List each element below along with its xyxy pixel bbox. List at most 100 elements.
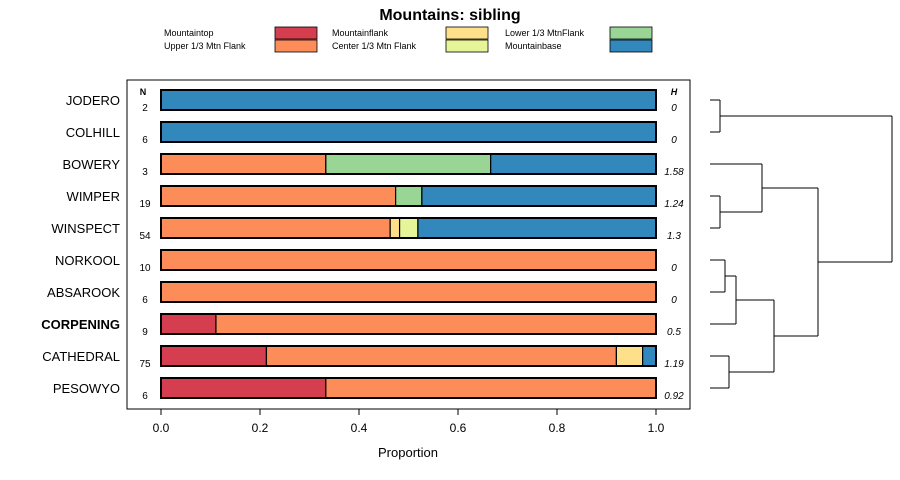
bar-segment-mountainflank xyxy=(389,217,401,239)
dendro-link xyxy=(762,187,819,337)
x-tick-label: 1.0 xyxy=(648,421,665,435)
h-value: 0 xyxy=(671,103,677,114)
h-value: 0 xyxy=(671,135,677,146)
h-value: 1.58 xyxy=(664,167,684,178)
bar-outline xyxy=(160,281,657,303)
row-label: CATHEDRAL xyxy=(42,349,120,364)
n-count: 10 xyxy=(139,263,151,274)
bar-outline xyxy=(160,153,657,175)
bar-segment-upper-1-3-mtn-flank xyxy=(325,377,657,399)
bar-segment-mountainbase xyxy=(421,185,657,207)
n-count: 19 xyxy=(139,199,151,210)
bar-outline xyxy=(160,345,657,367)
h-value: 0.5 xyxy=(667,327,681,338)
legend-swatch-mountainbase xyxy=(609,39,653,53)
row-label: ABSAROOK xyxy=(47,285,120,300)
legend-label-mountainflank: Mountainflank xyxy=(332,28,389,38)
bar-segment-lower-1-3-mtnflank xyxy=(395,185,423,207)
bar-segment-upper-1-3-mtn-flank xyxy=(160,217,391,239)
legend-label-upper-1-3-mtn-flank: Upper 1/3 Mtn Flank xyxy=(164,41,246,51)
bar-segment-mountainflank xyxy=(615,345,644,367)
h-value: 1.19 xyxy=(664,359,684,370)
n-count: 6 xyxy=(142,295,148,306)
bar-segment-upper-1-3-mtn-flank xyxy=(160,153,327,175)
bar-segment-mountaintop xyxy=(160,345,268,367)
bar-outline xyxy=(160,217,657,239)
bar-outline xyxy=(160,313,657,335)
dendro-link xyxy=(710,99,721,133)
legend-label-mountaintop: Mountaintop xyxy=(164,28,214,38)
legend-swatch-upper-1-3-mtn-flank xyxy=(274,39,318,53)
row-label: NORKOOL xyxy=(55,253,120,268)
h-value: 1.3 xyxy=(667,231,681,242)
row-label: CORPENING xyxy=(41,317,120,332)
legend-label-center-1-3-mtn-flank: Center 1/3 Mtn Flank xyxy=(332,41,417,51)
row-wimper: WIMPER 19 1.24 xyxy=(67,185,684,210)
x-tick-label: 0.0 xyxy=(153,421,170,435)
row-bowery: BOWERY 3 1.58 xyxy=(62,153,684,178)
row-absarook: ABSAROOK 6 0 xyxy=(47,281,677,306)
bar-segment-upper-1-3-mtn-flank xyxy=(160,185,397,207)
x-tick-label: 0.6 xyxy=(450,421,467,435)
bar-segment-mountainbase xyxy=(417,217,657,239)
x-axis: 0.0 0.2 0.4 0.6 0.8 1.0 xyxy=(153,409,665,435)
bar-segment-mountainbase xyxy=(160,121,657,143)
row-label: PESOWYO xyxy=(53,381,120,396)
bar-outline xyxy=(160,121,657,143)
bar-segment-center-1-3-mtn-flank xyxy=(398,217,419,239)
h-value: 0 xyxy=(671,263,677,274)
row-label: WINSPECT xyxy=(51,221,120,236)
bar-outline xyxy=(160,377,657,399)
bar-rows: JODERO 2 0 COLHILL 6 0 BOWERY 3 1.58 WIMPER 19 1.24… xyxy=(41,89,684,402)
h-header: H xyxy=(671,87,678,97)
legend: Mountaintop Upper 1/3 Mtn Flank Mountainfl… xyxy=(164,26,653,53)
bar-segment-upper-1-3-mtn-flank xyxy=(215,313,657,335)
n-count: 2 xyxy=(142,103,148,114)
legend-label-lower-1-3-mtnflank: Lower 1/3 MtnFlank xyxy=(505,28,585,38)
bar-outline xyxy=(160,249,657,271)
bar-segment-upper-1-3-mtn-flank xyxy=(160,249,657,271)
chart-title: Mountains: sibling xyxy=(379,7,520,24)
dendro-link xyxy=(720,115,893,263)
bar-segment-lower-1-3-mtnflank xyxy=(325,153,492,175)
n-count: 6 xyxy=(142,391,148,402)
dendro-link xyxy=(710,259,726,293)
n-count: 54 xyxy=(139,231,151,242)
row-corpening: CORPENING 9 0.5 xyxy=(41,313,681,338)
n-count: 75 xyxy=(139,359,151,370)
row-label: JODERO xyxy=(66,93,120,108)
dendrogram xyxy=(710,99,893,389)
bar-outline xyxy=(160,89,657,111)
legend-swatch-center-1-3-mtn-flank xyxy=(445,39,489,53)
row-pesowyo: PESOWYO 6 0.92 xyxy=(53,377,684,402)
row-colhill: COLHILL 6 0 xyxy=(66,121,677,146)
row-winspect: WINSPECT 54 1.3 xyxy=(51,217,681,242)
dendro-link xyxy=(710,355,730,389)
x-axis-label: Proportion xyxy=(378,445,438,460)
n-header: N xyxy=(140,87,147,97)
dendro-link xyxy=(710,163,763,213)
legend-swatch-lower-1-3-mtnflank xyxy=(609,26,653,40)
h-value: 0.92 xyxy=(664,391,684,402)
bar-segment-mountaintop xyxy=(160,377,327,399)
bar-segment-mountainbase xyxy=(160,89,657,111)
row-jodero: JODERO 2 0 xyxy=(66,89,677,114)
dendro-link xyxy=(710,275,737,325)
row-label: WIMPER xyxy=(67,189,120,204)
plot-frame xyxy=(126,79,691,410)
bar-segment-upper-1-3-mtn-flank xyxy=(160,281,657,303)
n-count: 3 xyxy=(142,167,148,178)
h-value: 1.24 xyxy=(664,199,684,210)
n-count: 6 xyxy=(142,135,148,146)
h-value: 0 xyxy=(671,295,677,306)
legend-swatch-mountaintop xyxy=(274,26,318,40)
legend-label-mountainbase: Mountainbase xyxy=(505,41,562,51)
dendro-link xyxy=(710,195,721,229)
x-tick-label: 0.2 xyxy=(252,421,269,435)
x-tick-label: 0.8 xyxy=(549,421,566,435)
n-count: 9 xyxy=(142,327,148,338)
row-cathedral: CATHEDRAL 75 1.19 xyxy=(42,345,684,370)
legend-swatch-mountainflank xyxy=(445,26,489,40)
bar-outline xyxy=(160,185,657,207)
